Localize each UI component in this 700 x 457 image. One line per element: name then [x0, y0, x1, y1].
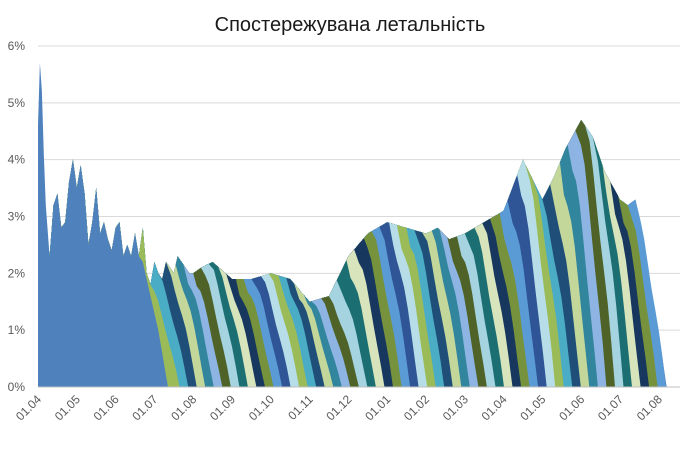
y-tick-label: 4%	[8, 153, 26, 167]
x-tick-label: 01.02	[401, 392, 432, 423]
x-tick-label: 01.05	[52, 392, 83, 423]
y-axis: 0% 1% 2% 3% 4% 5% 6%	[8, 39, 26, 394]
x-tick-label: 01.08	[168, 392, 199, 423]
x-tick-label: 01.04	[479, 392, 510, 423]
x-tick-label: 01.09	[207, 392, 238, 423]
x-tick-label: 01.11	[285, 392, 316, 423]
first-cohort-path	[38, 63, 168, 387]
x-tick-label: 01.08	[634, 392, 665, 423]
y-tick-label: 2%	[8, 266, 26, 280]
x-tick-label: 01.04	[13, 392, 44, 423]
chart-title: Спостережувана летальність	[214, 14, 486, 36]
y-tick-label: 5%	[8, 96, 26, 110]
x-axis: 01.04 01.05 01.06 01.07 01.08 01.09 01.10 01.11…	[13, 392, 665, 423]
x-tick-label: 01.07	[595, 392, 626, 423]
x-tick-label: 01.03	[440, 392, 471, 423]
x-tick-label: 01.05	[517, 392, 548, 423]
y-tick-label: 3%	[8, 210, 26, 224]
x-tick-label: 01.01	[362, 392, 393, 423]
y-tick-label: 0%	[8, 380, 26, 394]
cohort-areas	[49, 119, 667, 388]
x-tick-label: 01.06	[91, 392, 122, 423]
x-tick-label: 01.07	[129, 392, 160, 423]
first-cohort-area	[38, 63, 168, 387]
x-tick-label: 01.10	[246, 392, 277, 423]
y-tick-label: 6%	[8, 39, 26, 53]
x-tick-label: 01.06	[556, 392, 587, 423]
x-tick-label: 01.12	[323, 392, 354, 423]
y-tick-label: 1%	[8, 323, 26, 337]
